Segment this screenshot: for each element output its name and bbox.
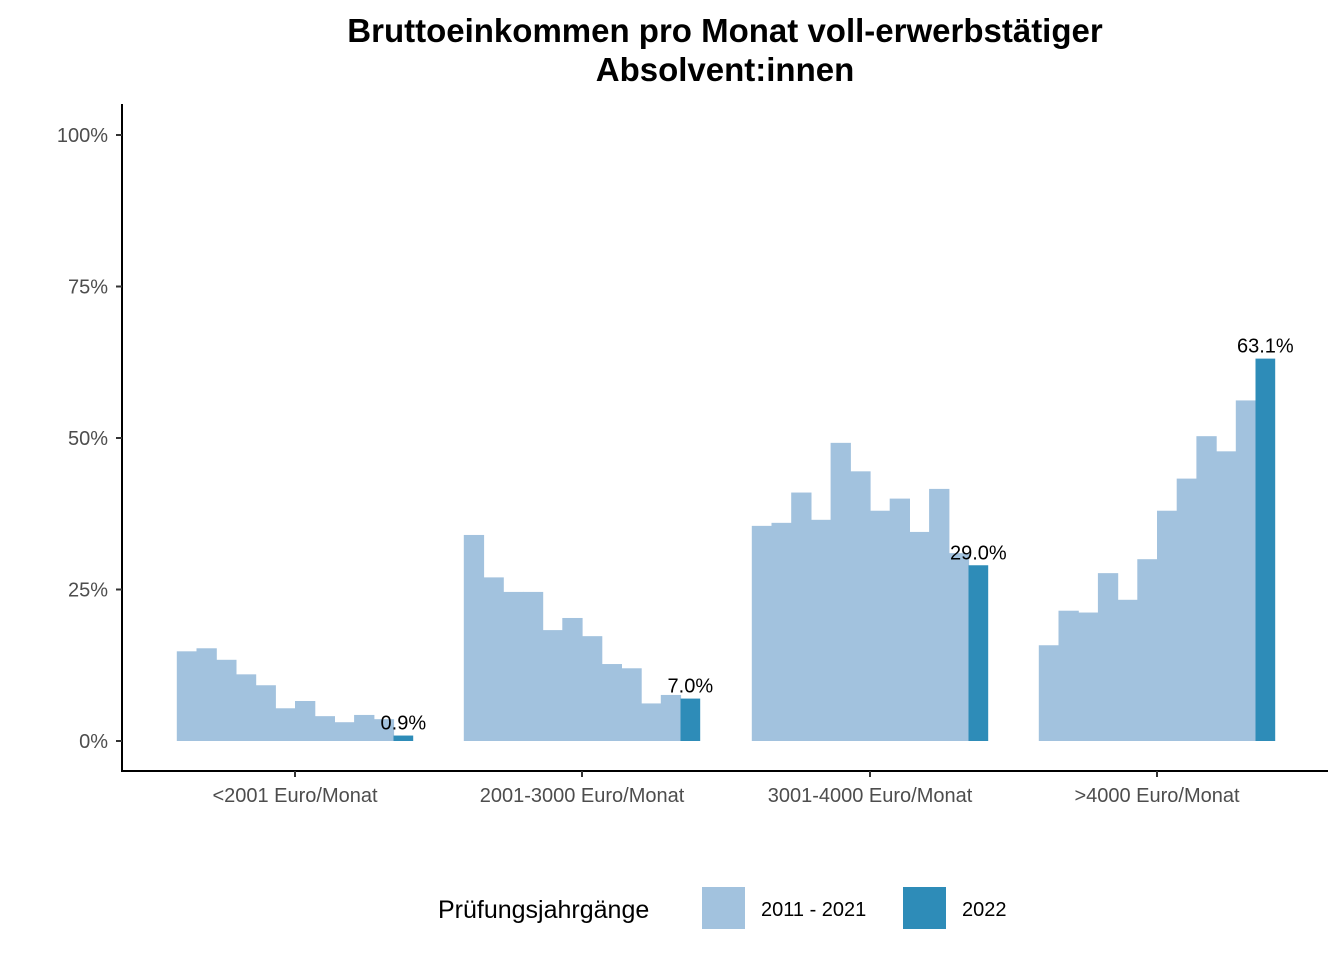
bar-history-2-2	[791, 492, 812, 741]
x-tick-label-2: 3001-4000 Euro/Monat	[768, 785, 973, 807]
bar-history-3-3	[1097, 573, 1119, 741]
y-tick-label-4: 100%	[57, 125, 108, 147]
bars-history	[176, 400, 1257, 741]
y-tick-label-0: 0%	[79, 731, 108, 753]
bar-history-3-5	[1137, 559, 1158, 741]
bar-history-1-0	[463, 534, 485, 741]
bar-history-3-4	[1117, 599, 1138, 741]
x-axis-ticks: <2001 Euro/Monat 2001-3000 Euro/Monat 3001…	[212, 771, 1240, 807]
legend-title: Prüfungsjahrgänge	[438, 896, 649, 924]
legend-label-current: 2022	[962, 899, 1007, 921]
data-label-0: 0.9%	[381, 713, 427, 735]
bar-history-3-10	[1235, 400, 1257, 741]
bar-history-3-9	[1216, 451, 1237, 741]
legend: Prüfungsjahrgänge 2011 - 2021 2022	[438, 887, 1007, 929]
y-tick-label-2: 50%	[68, 428, 108, 450]
bar-history-0-7	[314, 716, 335, 741]
bar-history-2-9	[929, 488, 950, 741]
bar-history-2-10	[948, 553, 970, 741]
bar-history-1-2	[503, 591, 524, 741]
bar-history-0-10	[373, 719, 395, 741]
y-tick-label-3: 75%	[68, 277, 108, 299]
bar-history-3-0	[1038, 645, 1060, 741]
bar-current-3	[1255, 358, 1276, 741]
bar-history-2-8	[909, 531, 930, 741]
bar-current-0	[393, 735, 414, 741]
bar-history-1-7	[601, 664, 622, 741]
bar-history-1-8	[621, 668, 642, 741]
y-tick-label-1: 25%	[68, 580, 108, 602]
bar-history-0-0	[176, 651, 198, 741]
data-label-2: 29.0%	[950, 542, 1007, 564]
bar-history-2-7	[889, 498, 910, 741]
bar-current-2	[968, 565, 989, 741]
bar-history-3-1	[1058, 610, 1079, 741]
data-label-3: 63.1%	[1237, 336, 1294, 358]
y-axis-ticks: 0% 25% 50% 75% 100%	[57, 125, 122, 753]
chart-title-line-2: Absolvent:innen	[596, 51, 855, 88]
legend-swatch-current	[903, 887, 946, 929]
bar-history-1-3	[522, 591, 544, 741]
bar-history-1-10	[660, 694, 682, 741]
bar-history-3-8	[1196, 436, 1217, 741]
legend-label-history: 2011 - 2021	[761, 899, 866, 921]
bar-history-1-6	[582, 636, 603, 741]
x-tick-label-0: <2001 Euro/Monat	[212, 785, 378, 807]
bar-history-0-9	[354, 714, 375, 741]
bar-history-1-9	[641, 703, 662, 741]
bar-history-0-1	[196, 648, 217, 741]
bar-history-3-7	[1176, 478, 1197, 741]
bars-current	[393, 358, 1276, 741]
bar-history-3-6	[1157, 510, 1178, 741]
bar-history-2-4	[830, 442, 851, 741]
x-tick-label-3: >4000 Euro/Monat	[1074, 785, 1240, 807]
data-labels: 0.9% 7.0% 29.0% 63.1%	[381, 336, 1294, 735]
bar-history-1-4	[542, 630, 563, 741]
bar-history-0-4	[255, 685, 276, 741]
bar-history-0-6	[295, 701, 316, 741]
bar-history-2-6	[870, 510, 891, 741]
bar-history-0-3	[235, 674, 257, 741]
bar-history-0-8	[334, 722, 355, 741]
bar-history-1-1	[483, 577, 504, 741]
bar-history-3-2	[1078, 612, 1099, 741]
bar-history-1-5	[562, 617, 583, 741]
legend-swatch-history	[702, 887, 745, 929]
bar-history-2-0	[751, 525, 773, 741]
bar-history-2-3	[810, 519, 832, 741]
x-tick-label-1: 2001-3000 Euro/Monat	[480, 785, 685, 807]
bar-history-0-5	[275, 708, 296, 741]
chart-title-line-1: Bruttoeinkommen pro Monat voll-erwerbstä…	[347, 12, 1103, 49]
bar-current-1	[680, 698, 701, 741]
bar-history-2-1	[771, 522, 792, 741]
bar-history-0-2	[216, 659, 237, 741]
bar-history-2-5	[850, 471, 871, 741]
data-label-1: 7.0%	[668, 676, 714, 698]
